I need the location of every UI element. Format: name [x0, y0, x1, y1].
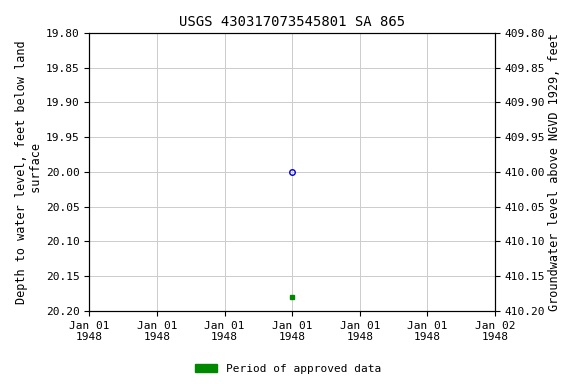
Legend: Period of approved data: Period of approved data	[191, 359, 385, 379]
Y-axis label: Depth to water level, feet below land
 surface: Depth to water level, feet below land su…	[15, 40, 43, 304]
Y-axis label: Groundwater level above NGVD 1929, feet: Groundwater level above NGVD 1929, feet	[548, 33, 561, 311]
Title: USGS 430317073545801 SA 865: USGS 430317073545801 SA 865	[179, 15, 405, 29]
